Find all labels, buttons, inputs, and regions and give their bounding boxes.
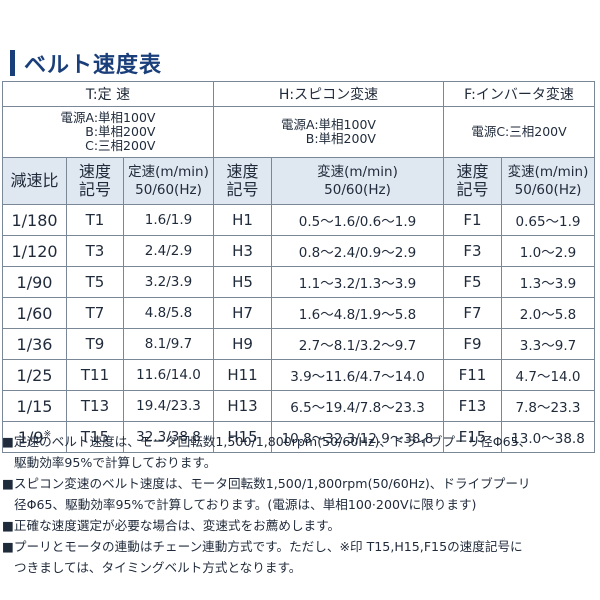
- table-row: 1/90 T5 3.2/3.9 H5 1.1〜3.2/1.3〜3.9 F5 1.…: [2, 266, 595, 298]
- cell-h-code: H7: [213, 297, 272, 329]
- cell-h-code: H15: [213, 421, 272, 453]
- cell-t-speed: 19.4/23.3: [123, 390, 214, 422]
- cell-t-code: T13: [66, 390, 124, 422]
- cell-t-speed: 2.4/2.9: [123, 235, 214, 267]
- cell-t-code: T7: [66, 297, 124, 329]
- cell-h-speed: 3.9〜11.6/4.7〜14.0: [271, 359, 444, 391]
- group-t-label: T:定 速: [2, 81, 214, 107]
- cell-f-speed: 2.0〜5.8: [501, 297, 595, 329]
- cell-t-speed: 3.2/3.9: [123, 266, 214, 298]
- col-f-speed: 変速(m/min) 50/60(Hz): [501, 157, 595, 205]
- cell-ratio: 1/9※: [2, 421, 67, 453]
- note-3: ■正確な速度選定が必要な場合は、変速式をお薦めします。: [2, 518, 341, 533]
- power-h-line: 電源A:単相100V: [281, 117, 376, 132]
- cell-h-speed: 1.6〜4.8/1.9〜5.8: [271, 297, 444, 329]
- table-row: 1/36 T9 8.1/9.7 H9 2.7〜8.1/3.2〜9.7 F9 3.…: [2, 328, 595, 360]
- cell-f-speed: 3.3〜9.7: [501, 328, 595, 360]
- cell-h-code: H9: [213, 328, 272, 360]
- cell-t-code: T5: [66, 266, 124, 298]
- cell-f-code: F1: [443, 204, 502, 236]
- power-f-line: 電源C:三相200V: [471, 124, 567, 139]
- table-row: 1/120 T3 2.4/2.9 H3 0.8〜2.4/0.9〜2.9 F3 1…: [2, 235, 595, 267]
- cell-h-speed: 6.5〜19.4/7.8〜23.3: [271, 390, 444, 422]
- group-header-row: T:定 速 H:スピコン変速 F:インバータ変速: [2, 81, 595, 107]
- cell-f-code: F3: [443, 235, 502, 267]
- cell-t-speed: 11.6/14.0: [123, 359, 214, 391]
- cell-t-code: T11: [66, 359, 124, 391]
- power-t-line: B:単相200V: [85, 124, 156, 139]
- cell-f-code: F11: [443, 359, 502, 391]
- cell-h-speed: 10.8〜32.3/12.9〜38.8: [271, 421, 444, 453]
- cell-t-speed: 4.8/5.8: [123, 297, 214, 329]
- cell-h-speed: 0.8〜2.4/0.9〜2.9: [271, 235, 444, 267]
- belt-speed-table: T:定 速 H:スピコン変速 F:インバータ変速 電源A:単相100V B:単相…: [2, 81, 595, 453]
- cell-t-speed: 32.3/38.8: [123, 421, 214, 453]
- cell-ratio: 1/90: [2, 266, 67, 298]
- table-row: 1/25 T11 11.6/14.0 H11 3.9〜11.6/4.7〜14.0…: [2, 359, 595, 391]
- cell-f-code: F9: [443, 328, 502, 360]
- cell-h-speed: 0.5〜1.6/0.6〜1.9: [271, 204, 444, 236]
- table-row: 1/15 T13 19.4/23.3 H13 6.5〜19.4/7.8〜23.3…: [2, 390, 595, 422]
- cell-f-speed: 13.0〜38.8: [501, 421, 595, 453]
- cell-ratio: 1/36: [2, 328, 67, 360]
- note-4: ■プーリとモータの連動はチェーン連動方式です。ただし、※印 T15,H15,F1…: [2, 539, 523, 575]
- power-t-line: C:三相200V: [85, 138, 156, 153]
- cell-t-code: T3: [66, 235, 124, 267]
- power-h: 電源A:単相100V B:単相200V: [213, 106, 444, 158]
- cell-ratio: 1/120: [2, 235, 67, 267]
- note-2: ■スピコン変速のベルト速度は、モータ回転数1,500/1,800rpm(50/6…: [2, 476, 531, 512]
- col-t-code: 速度 記号: [66, 157, 124, 205]
- cell-f-speed: 4.7〜14.0: [501, 359, 595, 391]
- cell-f-speed: 0.65〜1.9: [501, 204, 595, 236]
- power-t: 電源A:単相100V B:単相200V C:三相200V: [2, 106, 214, 158]
- group-f-label: F:インバータ変速: [443, 81, 595, 107]
- title-accent-bar: [10, 50, 15, 76]
- power-row: 電源A:単相100V B:単相200V C:三相200V 電源A:単相100V …: [2, 106, 595, 158]
- cell-f-speed: 1.0〜2.9: [501, 235, 595, 267]
- cell-f-code: F5: [443, 266, 502, 298]
- cell-ratio: 1/180: [2, 204, 67, 236]
- table-row: 1/9※ T15 32.3/38.8 H15 10.8〜32.3/12.9〜38…: [2, 421, 595, 453]
- col-ratio: 減速比: [2, 157, 67, 205]
- cell-f-speed: 7.8〜23.3: [501, 390, 595, 422]
- col-h-code: 速度 記号: [213, 157, 272, 205]
- cell-t-speed: 1.6/1.9: [123, 204, 214, 236]
- cell-f-code: F15: [443, 421, 502, 453]
- power-t-line: 電源A:単相100V: [60, 110, 156, 125]
- power-h-line: B:単相200V: [305, 131, 376, 146]
- cell-h-speed: 1.1〜3.2/1.3〜3.9: [271, 266, 444, 298]
- cell-h-code: H5: [213, 266, 272, 298]
- footnote-mark: ※: [43, 429, 52, 440]
- group-h-label: H:スピコン変速: [213, 81, 444, 107]
- cell-ratio: 1/60: [2, 297, 67, 329]
- power-f: 電源C:三相200V: [443, 106, 595, 158]
- cell-t-code: T1: [66, 204, 124, 236]
- cell-h-code: H13: [213, 390, 272, 422]
- cell-f-speed: 1.3〜3.9: [501, 266, 595, 298]
- col-f-code: 速度 記号: [443, 157, 502, 205]
- col-h-speed: 変速(m/min) 50/60(Hz): [271, 157, 444, 205]
- note-1: ■定速のベルト速度は、モータ回転数1,500/1,800rpm(50/60Hz)…: [2, 434, 532, 470]
- cell-t-speed: 8.1/9.7: [123, 328, 214, 360]
- title-text: ベルト速度表: [24, 53, 163, 78]
- cell-ratio: 1/15: [2, 390, 67, 422]
- table-row: 1/60 T7 4.8/5.8 H7 1.6〜4.8/1.9〜5.8 F7 2.…: [2, 297, 595, 329]
- cell-t-code: T15: [66, 421, 124, 453]
- table-row: 1/180 T1 1.6/1.9 H1 0.5〜1.6/0.6〜1.9 F1 0…: [2, 204, 595, 236]
- cell-ratio: 1/25: [2, 359, 67, 391]
- column-header-row: 減速比 速度 記号 定速(m/min) 50/60(Hz) 速度 記号 変速(m/mi…: [2, 157, 595, 205]
- cell-h-code: H11: [213, 359, 272, 391]
- cell-f-code: F7: [443, 297, 502, 329]
- cell-t-code: T9: [66, 328, 124, 360]
- cell-f-code: F13: [443, 390, 502, 422]
- section-title: ベルト速度表: [10, 49, 163, 78]
- notes: ■定速のベルト速度は、モータ回転数1,500/1,800rpm(50/60Hz)…: [2, 431, 598, 578]
- cell-h-speed: 2.7〜8.1/3.2〜9.7: [271, 328, 444, 360]
- cell-h-code: H3: [213, 235, 272, 267]
- col-t-speed: 定速(m/min) 50/60(Hz): [123, 157, 214, 205]
- cell-h-code: H1: [213, 204, 272, 236]
